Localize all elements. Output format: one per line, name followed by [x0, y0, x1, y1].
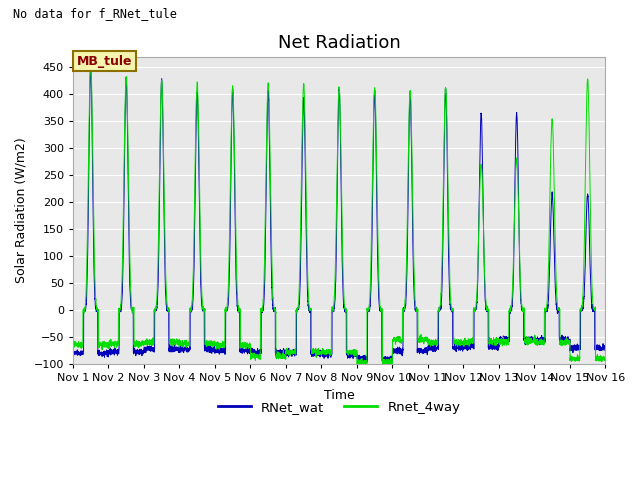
RNet_wat	[87, 64, 95, 70]
RNet_wat	[459, 343, 467, 349]
Y-axis label: Solar Radiation (W/m2): Solar Radiation (W/m2)	[15, 137, 28, 283]
RNet_wat	[489, 343, 497, 348]
Rnet_4way	[69, 343, 77, 349]
Rnet_4way	[602, 356, 609, 362]
RNet_wat	[386, 362, 394, 368]
Line: Rnet_4way: Rnet_4way	[73, 64, 605, 367]
RNet_wat	[319, 350, 327, 356]
Rnet_4way	[459, 340, 467, 346]
Rnet_4way	[165, 307, 173, 313]
Rnet_4way	[87, 61, 95, 67]
Rnet_4way	[489, 337, 497, 343]
Rnet_4way	[319, 349, 327, 355]
Line: RNet_wat: RNet_wat	[73, 67, 605, 365]
Text: MB_tule: MB_tule	[77, 55, 132, 68]
RNet_wat	[601, 344, 609, 349]
RNet_wat	[429, 345, 437, 351]
Rnet_4way	[601, 357, 609, 363]
X-axis label: Time: Time	[324, 389, 355, 402]
Title: Net Radiation: Net Radiation	[278, 34, 401, 52]
RNet_wat	[165, 308, 173, 314]
RNet_wat	[69, 350, 77, 356]
Text: No data for f_RNet_tule: No data for f_RNet_tule	[13, 7, 177, 20]
Rnet_4way	[359, 364, 367, 370]
RNet_wat	[602, 344, 609, 350]
Rnet_4way	[429, 341, 437, 347]
Legend: RNet_wat, Rnet_4way: RNet_wat, Rnet_4way	[212, 396, 466, 419]
